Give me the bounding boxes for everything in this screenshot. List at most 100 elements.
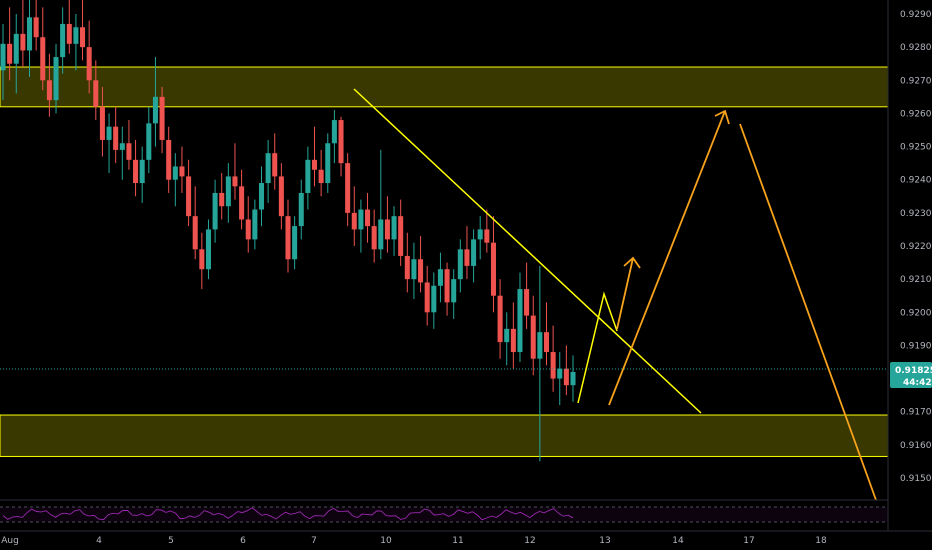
candle [60,7,66,74]
candle [232,143,238,200]
candle [464,226,470,280]
drawings[interactable] [353,88,877,501]
candle [239,169,245,230]
candle [351,186,357,246]
candle [331,110,337,164]
candle [570,355,576,402]
indicator-band-fill [0,507,888,522]
candle [338,116,344,177]
indicator-line [2,507,574,521]
candle [106,113,112,174]
candle [298,179,304,240]
zones-layer [0,66,889,457]
candle [186,159,192,227]
candle [431,272,437,329]
indicator-pane[interactable] [0,499,888,523]
time-tick-label: 12 [524,536,535,546]
candle [113,106,119,164]
candles-layer [0,0,576,462]
downtrend-line[interactable] [353,88,702,414]
candle [318,149,324,197]
candle [424,265,430,326]
candle [40,7,46,91]
orange-short-arrow-shaft[interactable] [616,257,634,330]
candle [152,57,158,147]
support-zone[interactable] [0,414,889,457]
candle [517,272,523,362]
candle [325,133,331,193]
candle [292,216,298,270]
candle [146,106,152,174]
time-tick-label: 11 [452,536,463,546]
candle [179,146,185,193]
candle [53,43,59,114]
time-tick-label: 7 [311,536,317,546]
candle [99,86,105,157]
candle [212,179,218,243]
candle [285,199,291,273]
time-axis[interactable]: Aug 4 5 6 7 10 11 12 13 14 17 18 [0,530,932,546]
candle [365,192,371,243]
resistance-zone[interactable] [0,66,889,108]
candle [418,236,424,293]
candle [7,7,13,81]
countdown-label: 44:42 [903,378,932,388]
time-tick-label: Aug [1,536,19,546]
candle [537,265,543,462]
orange-drop-line[interactable] [739,123,877,501]
candle [258,166,265,227]
time-tick-label: 13 [599,536,610,546]
time-tick-label: 18 [815,536,827,546]
time-tick-label: 6 [240,536,246,546]
yellow-bounce-path[interactable] [577,291,618,404]
candle [13,14,19,94]
orange-long-arrow-shaft[interactable] [608,110,726,406]
candle [557,352,563,406]
candle [524,262,530,329]
candle [504,312,510,366]
candle [391,206,397,256]
time-tick-label: 5 [168,536,174,546]
candle [159,86,165,154]
candle [404,232,410,293]
candle [265,139,271,203]
candle [543,302,550,366]
time-tick-label: 4 [96,536,102,546]
candle [530,295,536,376]
price-axis-background [888,0,932,550]
candle [20,0,26,68]
candle [563,345,569,396]
candle [358,199,364,253]
candle [0,23,6,101]
candle [510,302,516,369]
candle [80,0,86,61]
candle [457,239,463,293]
time-tick-label: 14 [672,536,684,546]
orange-short-arrow-head[interactable] [623,256,641,269]
candle [205,219,211,280]
candle [371,209,377,263]
time-tick-label: 17 [743,536,754,546]
candle [33,0,39,51]
candle [550,325,556,392]
candle [398,199,404,266]
candle [219,173,225,220]
time-tick-label: 10 [380,536,392,546]
candle [139,146,145,203]
orange-long-arrow-head[interactable] [714,109,730,125]
candle [411,242,417,300]
candle [252,199,258,250]
